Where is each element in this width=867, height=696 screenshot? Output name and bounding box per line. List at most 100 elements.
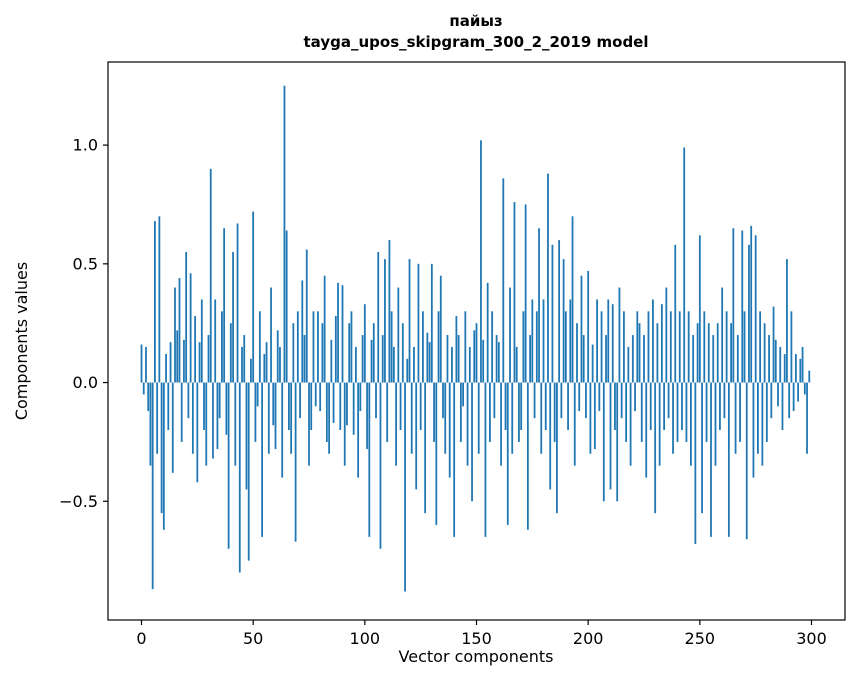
bar <box>515 346 518 383</box>
bar <box>401 323 404 383</box>
bar <box>384 259 386 383</box>
bar <box>674 244 677 383</box>
bar <box>477 382 480 454</box>
bar <box>308 382 310 466</box>
bar <box>281 382 284 478</box>
bar <box>355 346 357 383</box>
bar <box>310 382 313 431</box>
bar <box>232 251 234 383</box>
bar <box>569 299 572 383</box>
bar <box>520 382 523 431</box>
bar <box>180 382 183 442</box>
bar <box>647 311 650 383</box>
bar <box>794 354 797 383</box>
bar <box>777 382 779 407</box>
bar <box>757 382 759 454</box>
bar <box>531 299 534 383</box>
bar <box>631 335 634 383</box>
bar <box>783 354 786 383</box>
x-axis-label: Vector components <box>399 647 554 666</box>
bar <box>247 382 250 561</box>
bar <box>745 382 748 540</box>
bar <box>493 382 496 419</box>
bar <box>685 382 688 442</box>
bar <box>473 330 476 383</box>
bar <box>265 342 268 383</box>
bar <box>200 299 203 383</box>
bar <box>332 382 335 423</box>
chart-title-line2: tayga_upos_skipgram_300_2_2019 model <box>304 33 649 51</box>
bar <box>294 382 297 542</box>
bar <box>549 382 552 490</box>
bar <box>759 311 762 383</box>
bar <box>611 304 614 383</box>
y-tick-label: 0.0 <box>73 373 98 392</box>
bar <box>176 330 179 383</box>
bar <box>591 344 594 383</box>
bar <box>236 223 239 383</box>
bar <box>319 382 322 412</box>
bar <box>348 323 351 383</box>
bar <box>609 382 612 490</box>
bar <box>495 335 498 383</box>
bar <box>654 382 657 514</box>
bar <box>732 228 735 383</box>
bar <box>377 251 380 383</box>
bar <box>221 311 223 383</box>
bar <box>261 382 263 537</box>
bar <box>167 382 170 431</box>
bar <box>489 382 491 442</box>
bar <box>198 342 201 383</box>
bar <box>343 382 346 466</box>
bar <box>183 339 185 383</box>
bar <box>502 178 505 383</box>
bar <box>154 221 156 383</box>
bar <box>786 259 788 383</box>
bar <box>790 311 793 383</box>
bar <box>616 382 619 502</box>
bar <box>486 282 489 383</box>
bar <box>752 382 755 478</box>
bars-group <box>140 85 811 592</box>
bar <box>399 382 402 431</box>
bar <box>301 280 304 383</box>
bar <box>504 382 507 431</box>
bar <box>645 382 648 478</box>
bar <box>218 382 221 419</box>
bar <box>288 382 290 431</box>
bar <box>171 382 174 473</box>
bar <box>593 382 596 450</box>
bar <box>634 382 636 412</box>
bar <box>272 382 275 426</box>
bar <box>578 382 581 412</box>
bar <box>705 382 708 442</box>
bar <box>462 382 464 407</box>
bar <box>390 311 393 383</box>
bar <box>792 382 795 412</box>
bar <box>238 382 241 573</box>
bar <box>392 346 395 383</box>
chart-title-line1: пайыз <box>449 12 502 30</box>
bar <box>797 382 799 402</box>
bar <box>598 382 601 412</box>
bar <box>719 382 721 431</box>
bar <box>513 202 516 383</box>
bar <box>250 358 252 383</box>
bar <box>258 311 261 383</box>
bar <box>701 382 703 514</box>
bar <box>582 335 585 383</box>
bar <box>404 382 406 592</box>
bar <box>596 299 598 383</box>
bar <box>464 311 467 383</box>
bar <box>372 323 375 383</box>
bar <box>772 306 775 383</box>
bar <box>681 382 683 431</box>
bar <box>748 244 750 383</box>
bar <box>207 335 210 383</box>
bar <box>703 311 706 383</box>
bar <box>727 382 730 537</box>
bar <box>482 339 485 383</box>
bar <box>413 346 415 383</box>
bar <box>618 287 621 383</box>
bar <box>350 311 353 383</box>
